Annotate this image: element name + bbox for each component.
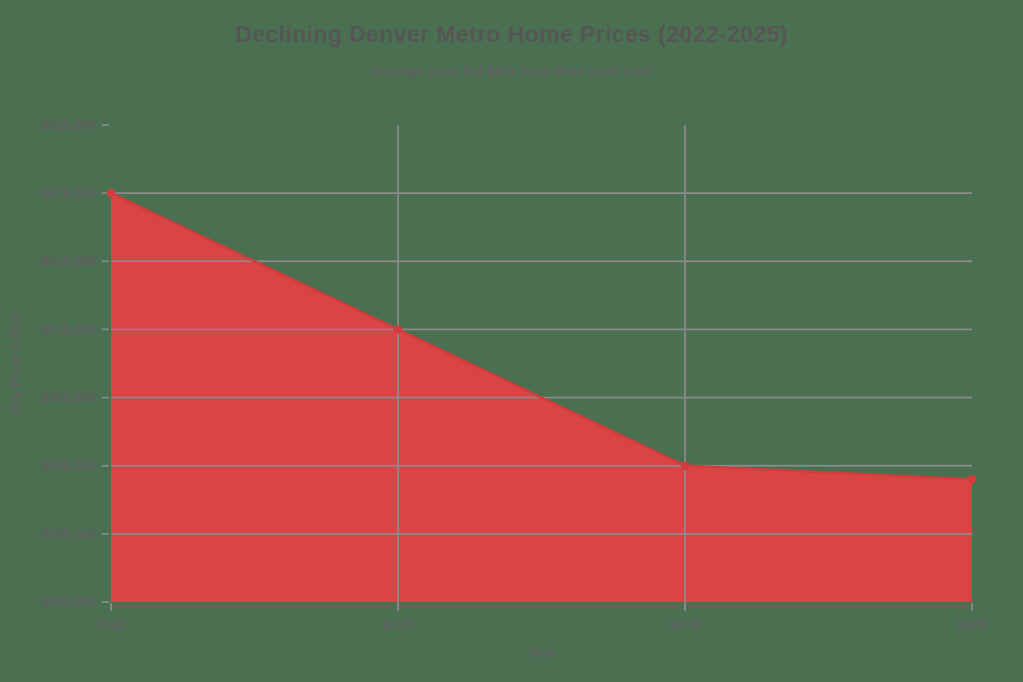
data-point-marker — [106, 188, 116, 198]
y-tick-label: $605,000 — [41, 390, 97, 405]
y-tick-label: $600,000 — [41, 458, 97, 473]
x-tick-label: 2022 — [96, 617, 126, 632]
y-axis-title: Avg Price (USD) — [7, 312, 23, 416]
y-tick-label: $610,000 — [41, 322, 97, 337]
data-point-marker — [393, 325, 403, 334]
data-point-marker — [967, 475, 977, 484]
y-tick-label: $625,000 — [41, 118, 97, 133]
y-tick-label: $620,000 — [41, 186, 97, 201]
y-tick-label: $590,000 — [41, 595, 97, 610]
price-line — [110, 191, 973, 481]
chart-subtitle: Average price fell $21k from 2022 peak l… — [370, 64, 653, 79]
y-tick-label: $595,000 — [41, 526, 97, 541]
x-tick-label: 2023 — [383, 617, 414, 632]
x-axis-title: Year — [527, 645, 556, 660]
x-tick-label: 2025 — [957, 617, 988, 632]
data-point-marker — [680, 461, 690, 471]
x-tick-label: 2024 — [670, 617, 701, 632]
chart-title: Declining Denver Metro Home Prices (2022… — [235, 21, 788, 47]
y-tick-label: $615,000 — [41, 254, 97, 269]
